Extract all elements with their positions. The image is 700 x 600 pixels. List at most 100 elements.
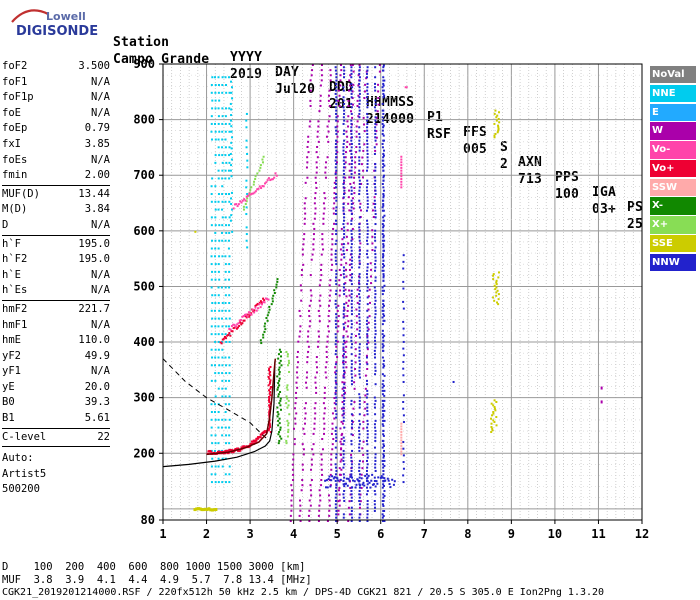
echo-dot — [224, 418, 227, 421]
echo-dot — [374, 186, 377, 189]
echo-dot — [210, 130, 213, 133]
echo-dot — [217, 348, 220, 351]
echo-dot — [382, 496, 385, 499]
echo-dot — [297, 340, 300, 343]
echo-dot — [330, 268, 333, 271]
echo-dot — [366, 286, 369, 289]
echo-dot — [374, 246, 377, 249]
echo-dot — [366, 243, 369, 246]
echo-dot — [314, 412, 317, 415]
echo-dot — [366, 466, 369, 469]
echo-dot — [335, 486, 338, 489]
echo-dot — [382, 363, 385, 366]
echo-dot — [495, 416, 498, 419]
echo-dot — [217, 457, 220, 460]
echo-dot — [351, 376, 354, 379]
echo-dot — [337, 99, 340, 102]
echo-dot — [350, 92, 353, 95]
echo-dot — [343, 69, 346, 72]
echo-dot — [266, 179, 269, 182]
echo-dot — [349, 149, 352, 152]
echo-dot — [358, 436, 361, 439]
echo-dot — [358, 433, 361, 436]
echo-dot — [320, 458, 323, 461]
echo-dot — [228, 193, 231, 196]
echo-dot — [229, 102, 232, 105]
echo-dot — [346, 335, 349, 338]
echo-dot — [217, 247, 220, 250]
echo-dot — [214, 364, 217, 367]
echo-dot — [214, 465, 217, 468]
echo-dot — [291, 489, 294, 492]
echo-dot — [335, 132, 338, 135]
echo-dot — [259, 164, 262, 167]
echo-dot — [345, 301, 348, 304]
echo-dot — [348, 294, 351, 297]
echo-dot — [225, 224, 228, 227]
echo-dot — [350, 379, 353, 382]
echo-dot — [268, 409, 271, 412]
echo-dot — [347, 125, 350, 128]
echo-dot — [342, 266, 345, 269]
param-label: fmin — [2, 169, 28, 182]
echo-dot — [224, 473, 227, 476]
echo-dot — [400, 183, 403, 186]
legend-item-w: W — [650, 122, 696, 140]
echo-dot — [227, 76, 230, 79]
echo-dot — [375, 123, 378, 126]
echo-dot — [210, 255, 213, 258]
echo-dot — [343, 383, 346, 386]
echo-dot — [230, 329, 233, 332]
echo-dot — [214, 216, 217, 219]
echo-dot — [335, 389, 338, 392]
echo-dot — [228, 340, 231, 343]
echo-dot — [347, 196, 350, 199]
echo-dot — [306, 156, 309, 159]
echo-dot — [350, 166, 353, 169]
echo-dot — [366, 326, 369, 329]
echo-dot — [322, 212, 325, 215]
echo-dot — [277, 424, 280, 427]
echo-dot — [302, 263, 305, 266]
echo-dot — [320, 468, 323, 471]
echo-dot — [221, 457, 224, 460]
echo-dot — [494, 409, 497, 412]
echo-dot — [299, 325, 302, 328]
echo-dot — [217, 302, 220, 305]
echo-dot — [245, 206, 248, 209]
echo-dot — [366, 303, 369, 306]
echo-dot — [269, 370, 272, 373]
echo-dot — [350, 236, 353, 239]
echo-dot — [402, 380, 405, 383]
echo-dot — [290, 484, 293, 487]
echo-dot — [358, 459, 361, 462]
echo-dot — [267, 375, 270, 378]
echo-dot — [382, 434, 385, 437]
echo-dot — [350, 456, 353, 459]
echo-dot — [337, 304, 340, 307]
echo-dot — [335, 239, 338, 242]
echo-dot — [335, 396, 338, 399]
echo-dot — [400, 428, 403, 431]
echo-dot — [335, 273, 338, 276]
echo-dot — [382, 254, 385, 257]
echo-dot — [348, 176, 351, 179]
echo-dot — [232, 207, 235, 210]
echo-dot — [382, 156, 385, 159]
echo-dot — [342, 334, 345, 337]
echo-dot — [382, 480, 385, 483]
echo-dot — [312, 243, 315, 246]
echo-dot — [329, 279, 332, 282]
echo-dot — [228, 255, 231, 258]
echo-dot — [357, 84, 360, 87]
echo-dot — [354, 486, 357, 489]
echo-dot — [214, 270, 217, 273]
echo-dot — [335, 161, 338, 164]
echo-dot — [277, 393, 280, 396]
echo-dot — [381, 446, 384, 449]
echo-dot — [340, 253, 343, 256]
param-row: foF1p N/A — [2, 90, 110, 106]
echo-dot — [374, 66, 377, 69]
echo-dot — [301, 463, 304, 466]
echo-dot — [335, 513, 338, 516]
